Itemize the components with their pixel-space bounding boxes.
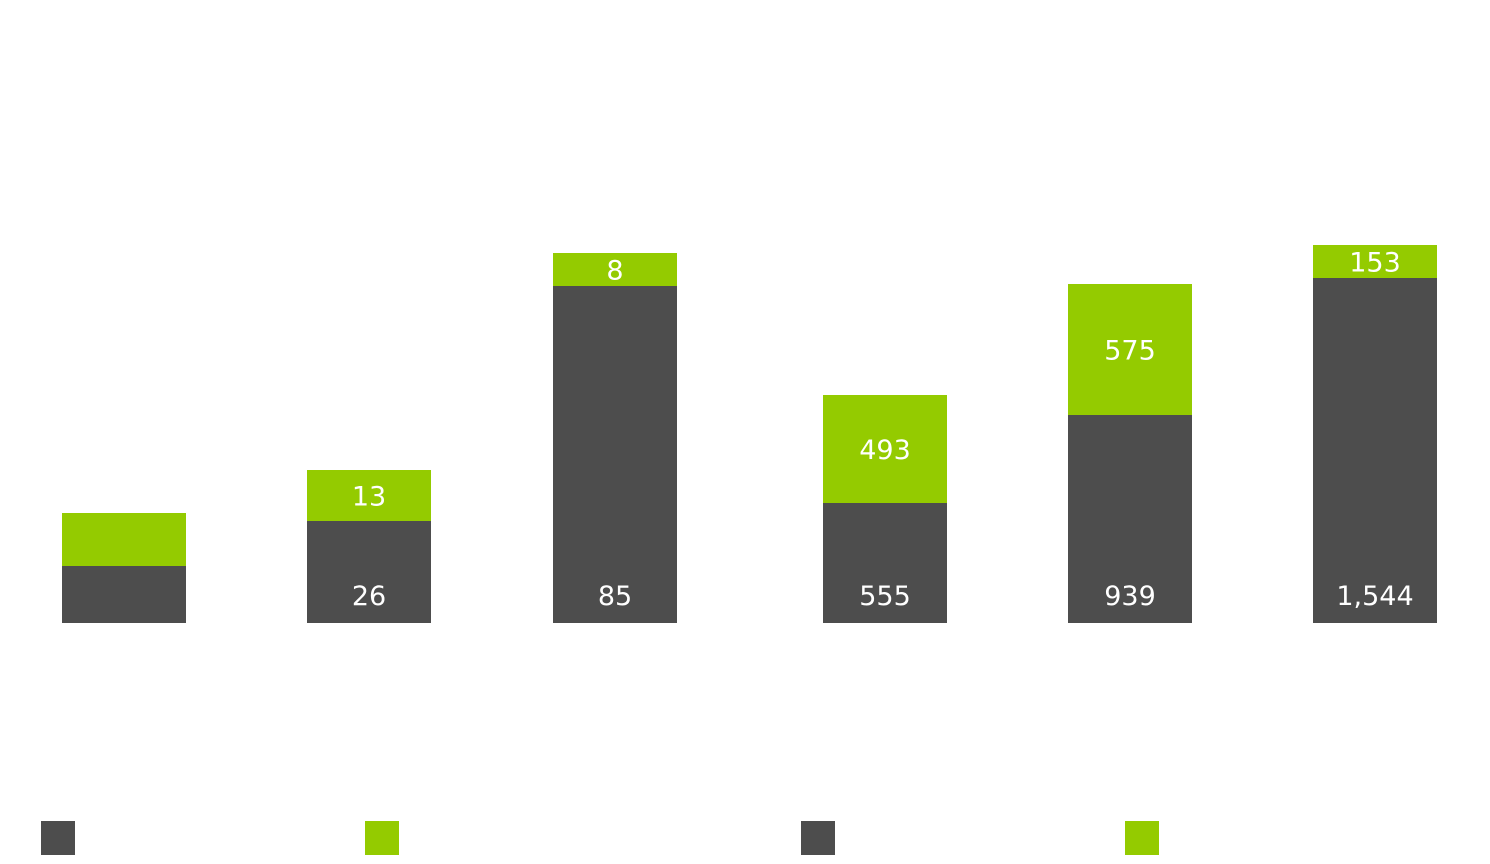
bar-1-segment-2: [62, 513, 186, 566]
bar-5-segment-2: [1068, 284, 1192, 415]
bar-2-segment-2: [307, 470, 431, 521]
bars-group: 26 13 85 8 555 493 939 575 1,544 153: [62, 245, 1437, 623]
bar-3-segment-1: [553, 286, 677, 623]
legend-swatch-3: [801, 821, 835, 855]
legend-swatch-4: [1125, 821, 1159, 855]
legend-swatch-2: [365, 821, 399, 855]
legend: [41, 821, 1159, 855]
bar-4-segment-2-label: 493: [859, 435, 911, 466]
bar-6-segment-2: [1313, 245, 1437, 278]
bar-2-segment-1: [307, 521, 431, 623]
bar-3-segment-2: [553, 253, 677, 286]
bar-2-segment-2-label: 13: [352, 482, 386, 513]
bar-3-segment-2-label: 8: [606, 256, 623, 287]
bar-3-segment-1-label: 85: [598, 581, 632, 612]
bar-4-segment-1-label: 555: [859, 581, 911, 612]
bar-6-segment-1-label: 1,544: [1336, 581, 1413, 612]
bar-1-segment-1: [62, 566, 186, 623]
bar-5-segment-1: [1068, 415, 1192, 623]
bar-6-segment-2-label: 153: [1349, 248, 1401, 279]
legend-swatch-1: [41, 821, 75, 855]
bar-6-segment-1: [1313, 278, 1437, 623]
bar-5-segment-1-label: 939: [1104, 581, 1156, 612]
bar-4-segment-1: [823, 503, 947, 623]
bar-4-segment-2: [823, 395, 947, 503]
bar-2-segment-1-label: 26: [352, 581, 386, 612]
bar-5-segment-2-label: 575: [1104, 336, 1156, 367]
